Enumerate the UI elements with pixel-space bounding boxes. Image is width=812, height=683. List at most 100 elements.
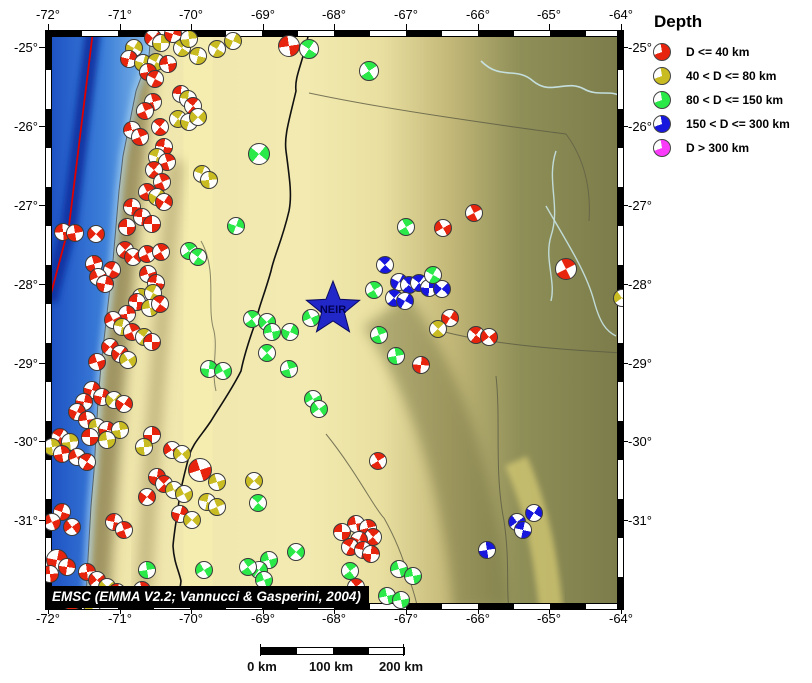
- axis-label: -70°: [179, 7, 203, 22]
- legend-item-label: 80 < D <= 150 km: [686, 92, 784, 107]
- axis-tick: [191, 608, 192, 614]
- beachball: [136, 102, 154, 120]
- beachball: [87, 225, 105, 243]
- axis-label: -28°: [14, 277, 38, 292]
- beachball: [248, 143, 270, 165]
- axis-tick: [48, 24, 49, 30]
- axis-label: -30°: [14, 434, 38, 449]
- star-label: NEIR: [320, 304, 346, 316]
- river-3: [545, 205, 617, 337]
- beachball: [173, 445, 191, 463]
- legend-item-label: 150 < D <= 300 km: [686, 116, 790, 131]
- axis-tick: [39, 520, 45, 521]
- beachball: [249, 494, 267, 512]
- axis-tick: [39, 441, 45, 442]
- beachball: [180, 31, 198, 48]
- legend-item: D > 300 km: [648, 138, 810, 157]
- axis-label: -64°: [609, 7, 633, 22]
- axis-tick: [549, 608, 550, 614]
- scale-segment: [333, 648, 369, 654]
- beachball: [333, 523, 351, 541]
- axis-tick: [478, 24, 479, 30]
- beachball: [138, 488, 156, 506]
- axis-label: -68°: [322, 611, 346, 626]
- axis-label: -25°: [14, 40, 38, 55]
- depth-legend: Depth D <= 40 km 40 < D <= 80 km 80 < D <=…: [648, 12, 810, 162]
- province-border-3: [495, 375, 510, 609]
- axis-tick: [406, 608, 407, 614]
- axis-label: -69°: [251, 611, 275, 626]
- axis-tick: [263, 608, 264, 614]
- scale-segment: [261, 648, 297, 654]
- beachball: [195, 561, 213, 579]
- legend-item: 80 < D <= 150 km: [648, 90, 810, 109]
- axis-label: -67°: [394, 7, 418, 22]
- map-frame-top: [46, 31, 623, 37]
- axis-label: -67°: [394, 611, 418, 626]
- axis-tick: [622, 284, 628, 285]
- axis-tick: [622, 363, 628, 364]
- axis-label: -66°: [466, 7, 490, 22]
- legend-item-label: D > 300 km: [686, 140, 750, 155]
- scale-segment: [369, 648, 404, 654]
- axis-tick: [334, 608, 335, 614]
- scale-label: 100 km: [308, 659, 354, 674]
- axis-tick: [120, 24, 121, 30]
- beachball: [429, 320, 447, 338]
- bottom-right-ridge: [504, 456, 563, 609]
- scale-bar: [260, 647, 405, 655]
- beachball: [200, 171, 218, 189]
- river-1: [480, 60, 623, 98]
- beachball: [208, 40, 226, 58]
- axis-label: -26°: [628, 119, 652, 134]
- beachball: [138, 561, 156, 579]
- beachball: [143, 215, 161, 233]
- coastal-range-shading: [83, 31, 159, 609]
- axis-label: -71°: [108, 7, 132, 22]
- axis-label: -25°: [628, 40, 652, 55]
- beachball: [239, 558, 257, 576]
- beachball: [362, 545, 380, 563]
- beachball: [151, 295, 169, 313]
- legend-item: 40 < D <= 80 km: [648, 66, 810, 85]
- southeast-shadow: [363, 295, 509, 609]
- beachball: [135, 438, 153, 456]
- beachball: [81, 428, 99, 446]
- axis-label: -70°: [179, 611, 203, 626]
- beachball: [175, 485, 193, 503]
- axis-label: -66°: [466, 611, 490, 626]
- beachball: [369, 452, 387, 470]
- beachball: [397, 218, 415, 236]
- map-frame-right: [617, 31, 623, 609]
- axis-label: -64°: [609, 611, 633, 626]
- beachball: [78, 453, 96, 471]
- beachball: [208, 498, 226, 516]
- axis-tick: [39, 363, 45, 364]
- axis-tick: [263, 24, 264, 30]
- attribution-box: EMSC (EMMA V2.2; Vannucci & Gasperini, 2…: [46, 586, 369, 608]
- beachball: [370, 326, 388, 344]
- axis-tick: [622, 47, 628, 48]
- axis-label: -71°: [108, 611, 132, 626]
- beachball: [525, 504, 543, 522]
- legend-item: D <= 40 km: [648, 42, 810, 61]
- beachball: [118, 218, 136, 236]
- beachball: [98, 431, 116, 449]
- beachball: [115, 521, 133, 539]
- axis-tick: [621, 24, 622, 30]
- axis-tick: [549, 24, 550, 30]
- beachball: [465, 204, 483, 222]
- star-shape: [305, 279, 361, 333]
- beachball: [424, 266, 442, 284]
- axis-tick: [191, 24, 192, 30]
- beachball: [263, 323, 281, 341]
- axis-label: -30°: [628, 434, 652, 449]
- beachball: [245, 472, 263, 490]
- beachball: [376, 256, 394, 274]
- beachball: [183, 511, 201, 529]
- beachball: [302, 309, 320, 327]
- beachball: [412, 356, 430, 374]
- axis-label: -68°: [322, 7, 346, 22]
- axis-tick: [39, 47, 45, 48]
